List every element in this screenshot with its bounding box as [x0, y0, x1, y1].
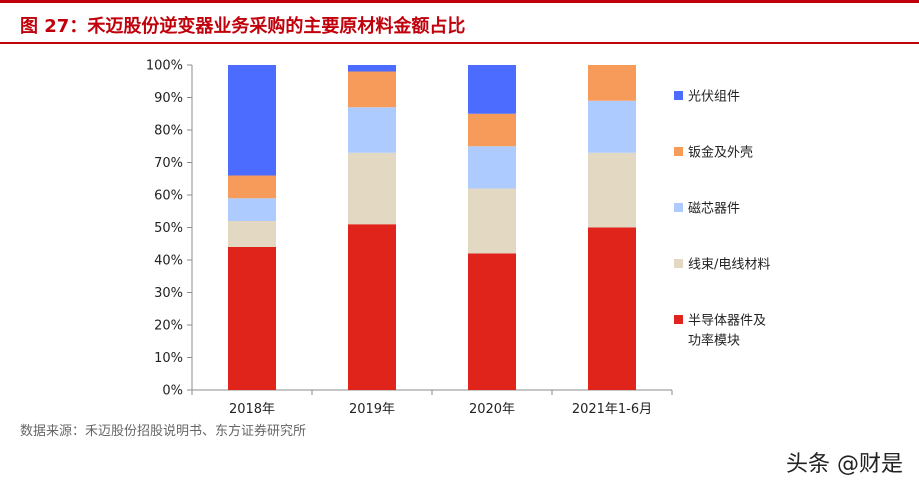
y-tick-label: 80%	[154, 124, 183, 139]
bar-segment	[228, 247, 276, 390]
figure-header: 图 27：禾迈股份逆变器业务采购的主要原材料金额占比	[0, 0, 919, 44]
legend-label: 半导体器件及	[688, 314, 766, 329]
bar-segment	[468, 65, 516, 114]
bar-segment	[348, 107, 396, 153]
y-tick-label: 30%	[154, 286, 183, 301]
legend-label: 光伏组件	[688, 90, 740, 105]
legend-label: 钣金及外壳	[688, 145, 753, 161]
watermark: 头条 @财是	[786, 452, 903, 477]
bar-segment	[468, 188, 516, 254]
y-tick-label: 0%	[162, 384, 183, 399]
bar-segment	[228, 221, 276, 247]
x-tick-label: 2019年	[349, 402, 395, 416]
bar-segment	[348, 65, 396, 72]
legend-label: 功率模块	[688, 333, 740, 349]
bar-segment	[588, 100, 636, 153]
y-tick-label: 70%	[154, 156, 183, 171]
legend-swatch	[674, 147, 683, 156]
y-tick-label: 50%	[154, 221, 183, 236]
y-tick-label: 20%	[154, 319, 183, 334]
bar-segment	[348, 71, 396, 108]
figure-title: 图 27：禾迈股份逆变器业务采购的主要原材料金额占比	[20, 16, 466, 37]
bar-segment	[348, 224, 396, 390]
bar-segment	[468, 253, 516, 390]
bar-segment	[588, 152, 636, 228]
legend-swatch	[674, 203, 683, 212]
stacked-bar-chart: 0% 10% 20% 30% 40% 50% 60% 70% 80% 90% 100% 2018年 20…	[146, 59, 771, 417]
y-tick-label: 60%	[154, 189, 183, 204]
bar-segment	[228, 65, 276, 176]
legend-label: 磁芯器件	[688, 202, 740, 217]
bar-segment	[588, 227, 636, 390]
legend-swatch	[674, 91, 683, 100]
x-tick-label: 2018年	[229, 402, 275, 416]
legend-swatch	[674, 315, 683, 324]
y-tick-label: 10%	[154, 351, 183, 366]
bar-segment	[228, 175, 276, 199]
y-tick-label: 40%	[154, 254, 183, 269]
source-note: 数据来源：禾迈股份招股说明书、东方证券研究所	[20, 424, 307, 439]
bar-segment	[348, 152, 396, 225]
x-tick-label: 2020年	[469, 402, 515, 416]
bar-segment	[468, 113, 516, 147]
bar-segment	[588, 65, 636, 101]
x-tick-label: 2021年1-6月	[572, 402, 652, 416]
bar-segment	[228, 198, 276, 221]
legend-swatch	[674, 259, 683, 268]
y-tick-label: 90%	[154, 91, 183, 106]
y-tick-label: 100%	[146, 59, 183, 74]
legend-label: 线束/电线材料	[688, 258, 770, 273]
bar-segment	[468, 146, 516, 189]
